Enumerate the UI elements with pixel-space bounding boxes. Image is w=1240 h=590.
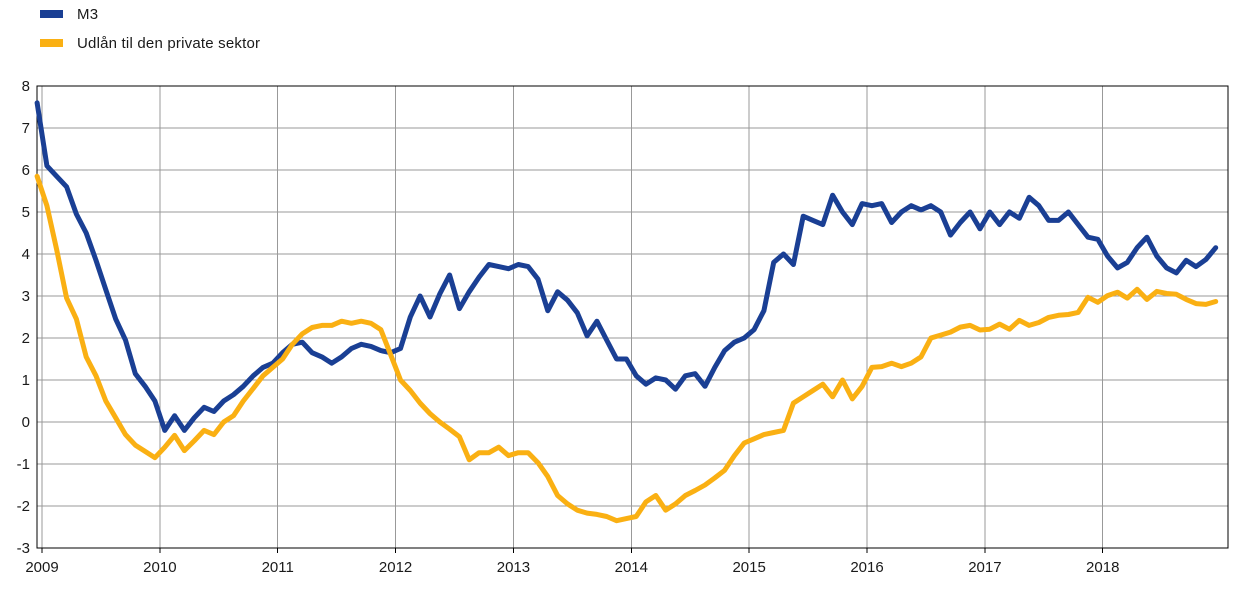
x-tick-label: 2009 — [25, 559, 58, 576]
x-tick-label: 2015 — [732, 559, 765, 576]
y-tick-label: 5 — [22, 204, 30, 221]
x-tick-label: 2013 — [497, 559, 530, 576]
legend-item-lending: Udlån til den private sektor — [40, 33, 260, 53]
x-tick-label: 2012 — [379, 559, 412, 576]
lending-line — [34, 173, 1219, 524]
y-tick-label: -3 — [17, 540, 30, 557]
y-tick-label: 1 — [22, 372, 30, 389]
y-tick-label: 4 — [22, 246, 30, 263]
y-tick-label: 6 — [22, 162, 30, 179]
x-tick-label: 2010 — [143, 559, 176, 576]
x-tick-label: 2016 — [850, 559, 883, 576]
x-tick-label: 2017 — [968, 559, 1001, 576]
x-tick-label: 2018 — [1086, 559, 1119, 576]
m3-line — [34, 100, 1219, 433]
plot-border — [36, 85, 1229, 549]
legend-swatch-lending — [40, 39, 63, 47]
legend-label-lending: Udlån til den private sektor — [77, 34, 261, 52]
y-tick-label: 7 — [22, 120, 30, 137]
y-tick-label: 3 — [22, 288, 30, 305]
x-tick-label: 2014 — [615, 559, 648, 576]
y-tick-label: -1 — [17, 456, 30, 473]
y-tick-label: 2 — [22, 330, 30, 347]
legend-item-m3: M3 — [40, 4, 260, 24]
x-tick-label: 2011 — [262, 559, 294, 576]
y-tick-label: 8 — [22, 78, 30, 95]
legend-label-m3: M3 — [77, 5, 99, 23]
chart-legend: M3 Udlån til den private sektor — [40, 4, 260, 53]
y-tick-label: 0 — [22, 414, 30, 431]
y-tick-label: -2 — [17, 498, 30, 515]
legend-swatch-m3 — [40, 10, 63, 18]
